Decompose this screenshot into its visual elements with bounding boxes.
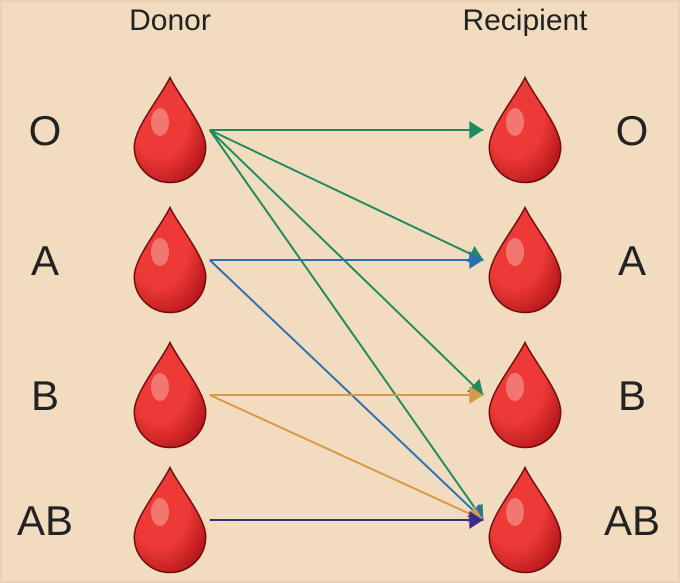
drop-highlight bbox=[151, 238, 169, 266]
blood-compatibility-diagram: DonorRecipientOOAABBABAB bbox=[0, 0, 680, 583]
drop-highlight bbox=[151, 373, 169, 401]
drop-highlight bbox=[506, 498, 524, 526]
donor-header: Donor bbox=[129, 4, 211, 37]
diagram-background bbox=[0, 0, 680, 583]
recipient-header: Recipient bbox=[462, 4, 588, 37]
donor-label-ab: AB bbox=[17, 497, 73, 544]
drop-highlight bbox=[506, 108, 524, 136]
drop-highlight bbox=[151, 108, 169, 136]
donor-label-o: O bbox=[29, 107, 62, 154]
drop-highlight bbox=[506, 373, 524, 401]
recipient-label-a: A bbox=[618, 237, 646, 284]
drop-highlight bbox=[151, 498, 169, 526]
recipient-label-ab: AB bbox=[604, 497, 660, 544]
recipient-label-o: O bbox=[616, 107, 649, 154]
donor-label-b: B bbox=[31, 372, 59, 419]
drop-highlight bbox=[506, 238, 524, 266]
donor-label-a: A bbox=[31, 237, 59, 284]
recipient-label-b: B bbox=[618, 372, 646, 419]
